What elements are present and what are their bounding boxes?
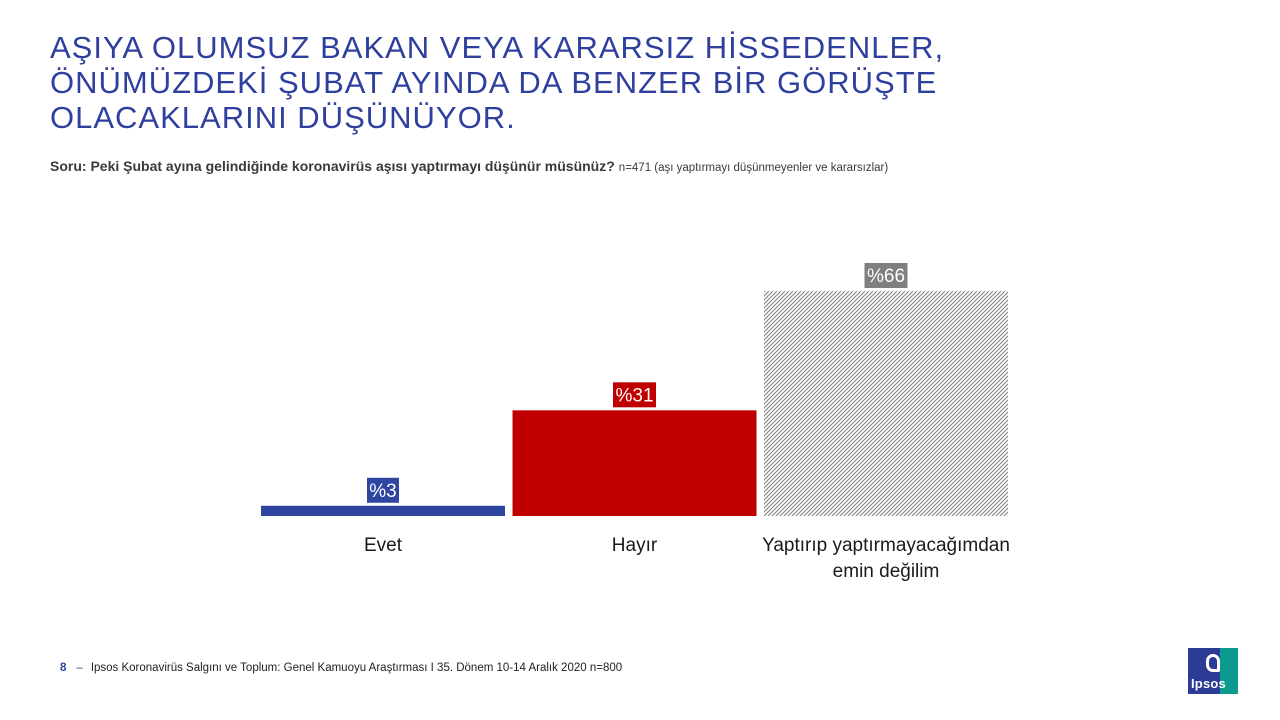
value-label-2: %66 bbox=[867, 266, 905, 287]
value-label-0: %3 bbox=[369, 481, 396, 502]
category-label-1-0: Hayır bbox=[612, 535, 658, 556]
bar-2 bbox=[764, 291, 1008, 516]
bar-1 bbox=[512, 410, 757, 516]
value-label-bg-1 bbox=[613, 382, 656, 408]
source-note: Ipsos Koronavirüs Salgını ve Toplum: Gen… bbox=[90, 662, 623, 674]
title-line-1: AŞIYA OLUMSUZ BAKAN VEYA KARARSIZ HİSSED… bbox=[50, 30, 945, 65]
footer-dash: – bbox=[76, 662, 83, 674]
page-title: AŞIYA OLUMSUZ BAKAN VEYA KARARSIZ HİSSED… bbox=[50, 30, 1150, 135]
footer: 8– Ipsos Koronavirüs Salgını ve Toplum: G… bbox=[60, 662, 622, 674]
value-label-bg-0 bbox=[367, 477, 399, 503]
category-label-2-1: emin değilim bbox=[833, 561, 940, 582]
category-label-2-0: Yaptırıp yaptırmayacağımdan bbox=[762, 535, 1010, 556]
logo-text: Ipsos bbox=[1191, 676, 1226, 691]
question-text: Soru: Peki Şubat ayına gelindiğinde koro… bbox=[50, 158, 615, 174]
logo-mark-icon bbox=[1206, 654, 1220, 672]
category-label-0-0: Evet bbox=[364, 535, 403, 556]
question-line: Soru: Peki Şubat ayına gelindiğinde koro… bbox=[50, 158, 888, 176]
title-line-2: ÖNÜMÜZDEKİ ŞUBAT AYINDA DA BENZER BİR GÖ… bbox=[50, 65, 938, 100]
ipsos-logo: Ipsos bbox=[1188, 648, 1238, 694]
value-label-bg-2 bbox=[864, 263, 908, 288]
value-label-1: %31 bbox=[615, 385, 653, 406]
title-line-3: OLACAKLARINI DÜŞÜNÜYOR. bbox=[50, 100, 516, 135]
bar-0 bbox=[261, 505, 505, 516]
sample-note: n=471 (aşı yaptırmayı düşünmeyenler ve k… bbox=[618, 162, 889, 174]
page-number: 8 bbox=[60, 662, 67, 674]
